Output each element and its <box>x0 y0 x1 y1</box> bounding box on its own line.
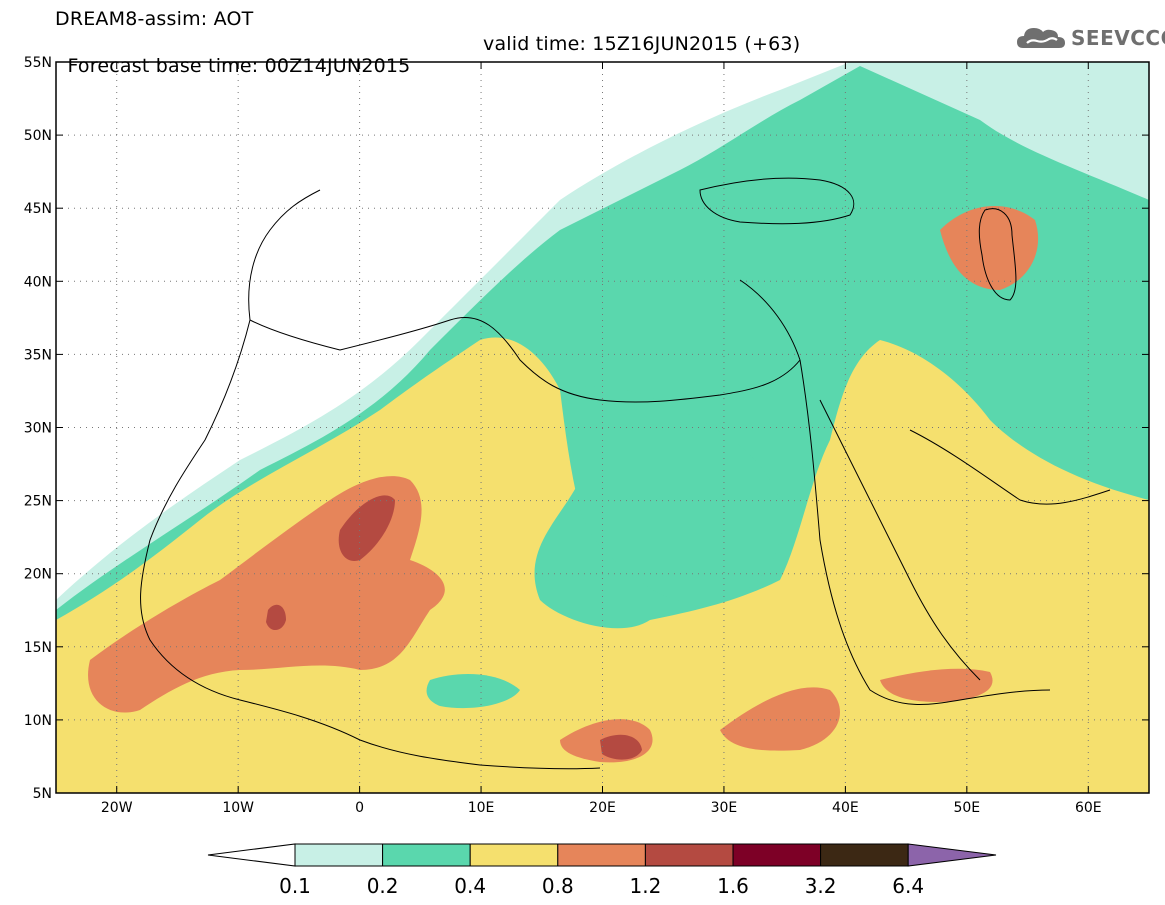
lat-label: 5N <box>33 786 52 802</box>
logo-text: SEEVCCC <box>1071 26 1165 50</box>
aot-region-1.2 <box>338 495 395 561</box>
lon-label: 10E <box>468 800 495 816</box>
lat-label: 50N <box>24 128 52 144</box>
colorbar-label: 0.8 <box>542 874 574 898</box>
coastline-caspian <box>978 208 1017 301</box>
lat-label: 55N <box>24 55 52 71</box>
colorbar-label: 6.4 <box>892 874 924 898</box>
colorbar-label: 0.4 <box>454 874 486 898</box>
base-time: Forecast base time: 00Z14JUN2015 <box>67 55 411 77</box>
coastline-west-africa <box>140 319 601 770</box>
lat-label: 30N <box>24 421 52 437</box>
map-subtitle: Forecast base time: 00Z14JUN2015 valid t… <box>55 33 800 99</box>
map-grid <box>56 62 1149 793</box>
latitude-labels: 55N 50N 45N 40N 35N 30N 25N 20N 15N 10N 5N <box>24 55 1149 802</box>
aot-region-0.2c <box>426 674 520 709</box>
seevccc-logo: SEEVCCC <box>1015 22 1165 58</box>
aot-region-0.4 <box>56 337 1149 793</box>
aot-region-1.2b <box>600 734 642 760</box>
colorbar-arrow-low <box>207 843 296 867</box>
aot-region-0.8b <box>720 687 840 751</box>
colorbar-swatch <box>732 843 822 867</box>
lat-label: 25N <box>24 494 52 510</box>
lat-label: 10N <box>24 713 52 729</box>
coastline-europe-africa <box>248 189 801 403</box>
lat-label: 20N <box>24 567 52 583</box>
aot-region-0.2b <box>560 386 783 604</box>
lon-label: 40E <box>832 800 859 816</box>
colorbar: 0.1 0.2 0.4 0.8 1.2 1.6 3.2 6.4 <box>207 843 997 898</box>
lon-label: 20W <box>101 800 133 816</box>
cloud-icon <box>1017 28 1065 48</box>
colorbar-swatch <box>557 843 646 867</box>
lat-label: 35N <box>24 347 52 363</box>
colorbar-label: 1.6 <box>717 874 749 898</box>
lon-label: 30E <box>711 800 738 816</box>
lat-label: 15N <box>24 640 52 656</box>
lon-label: 60E <box>1075 800 1102 816</box>
lon-label: 20E <box>589 800 616 816</box>
colorbar-label: 1.2 <box>629 874 661 898</box>
colorbar-swatch <box>382 843 471 867</box>
map-title: DREAM8-assim: AOT <box>55 8 254 30</box>
lon-label: 0 <box>355 800 364 816</box>
coastline-gulf <box>909 429 1111 505</box>
longitude-labels: 20W 10W 0 10E 20E 30E 40E 50E 60E <box>101 62 1102 816</box>
lon-label: 10W <box>222 800 254 816</box>
colorbar-swatch <box>820 843 909 867</box>
colorbar-swatch <box>294 843 384 867</box>
aot-region-1.2c <box>266 604 286 631</box>
coastline-red-sea <box>799 359 1051 705</box>
colorbar-label: 3.2 <box>805 874 837 898</box>
colorbar-arrow-high <box>907 843 997 867</box>
valid-time: valid time: 15Z16JUN2015 (+63) <box>483 33 801 55</box>
aot-field <box>56 62 1149 793</box>
lat-label: 45N <box>24 201 52 217</box>
colorbar-label: 0.1 <box>279 874 311 898</box>
lat-label: 40N <box>24 274 52 290</box>
aot-region-0.8d <box>880 668 993 702</box>
aot-region-0.8e <box>940 206 1039 290</box>
colorbar-swatch <box>469 843 559 867</box>
lon-label: 50E <box>953 800 980 816</box>
coastlines <box>140 177 1111 770</box>
coastline-black-sea <box>699 177 855 225</box>
colorbar-swatch <box>644 843 734 867</box>
colorbar-label: 0.2 <box>367 874 399 898</box>
